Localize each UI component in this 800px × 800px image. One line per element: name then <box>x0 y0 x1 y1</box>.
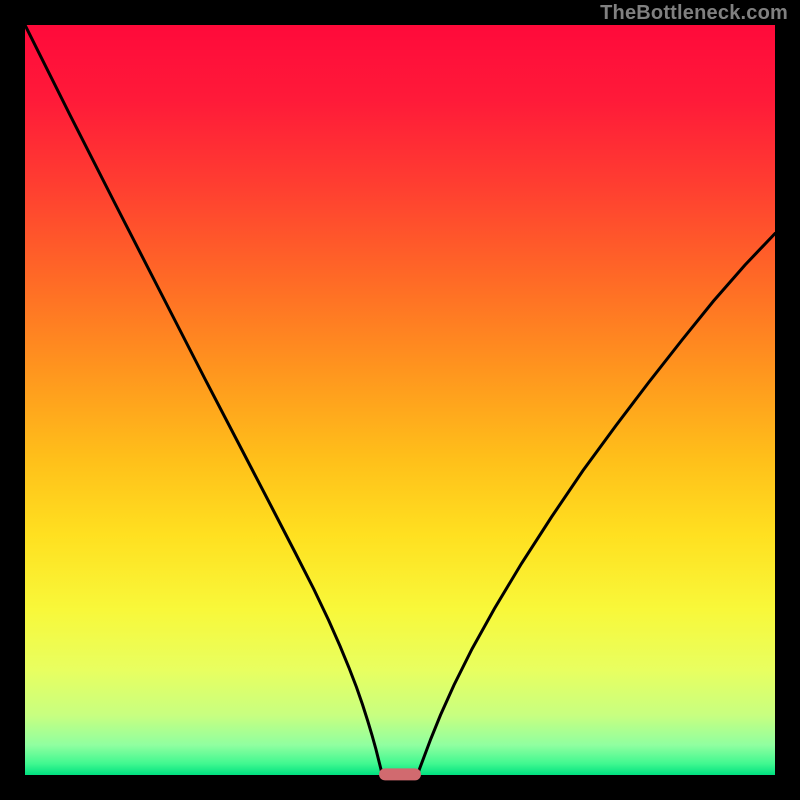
watermark-text: TheBottleneck.com <box>600 2 788 25</box>
chart-root: TheBottleneck.com <box>0 0 800 800</box>
curve-layer <box>25 25 775 775</box>
bottleneck-marker <box>379 768 421 780</box>
plot-area <box>25 25 775 775</box>
curve-left <box>25 25 383 775</box>
curve-right <box>417 234 775 776</box>
